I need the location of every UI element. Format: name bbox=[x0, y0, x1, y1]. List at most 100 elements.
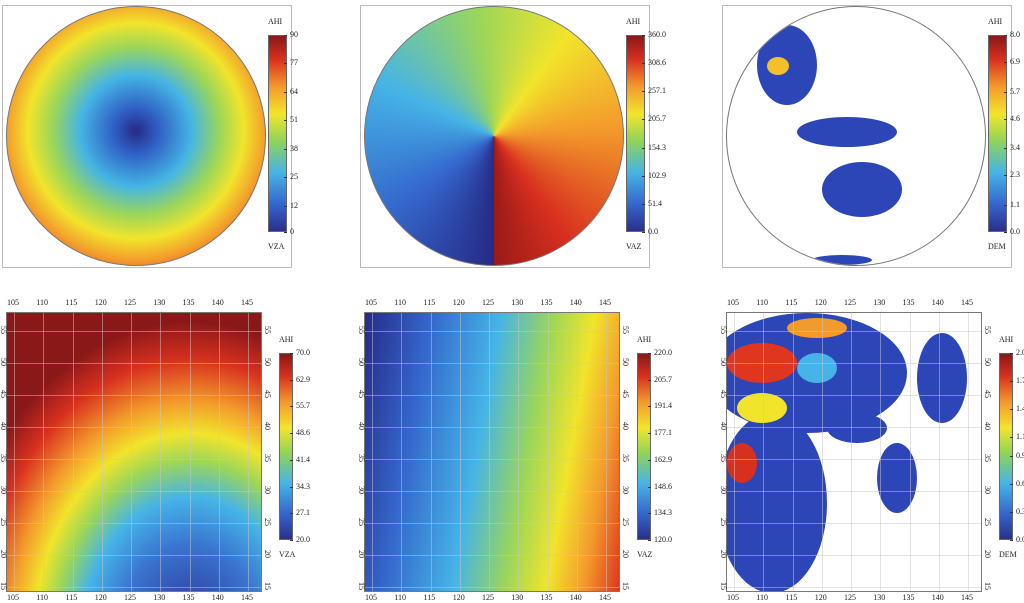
grid-line bbox=[365, 459, 619, 460]
grid-line bbox=[792, 313, 794, 591]
colorbar-tick bbox=[290, 406, 293, 408]
colorbar-tick bbox=[290, 379, 293, 381]
colorbar-tick-label: 2.3 bbox=[1010, 170, 1020, 180]
colorbar-tick-label: 1.1 bbox=[1010, 199, 1020, 209]
lon-tick-label: 115 bbox=[65, 298, 78, 307]
grid-line bbox=[727, 459, 981, 460]
colorbar-tick-label: 8.0 bbox=[1010, 30, 1020, 39]
land bbox=[917, 333, 967, 423]
grid-line bbox=[727, 395, 981, 396]
variable-label: DEM bbox=[999, 550, 1017, 559]
lat-tick-label: 20 bbox=[621, 550, 630, 558]
land bbox=[727, 443, 757, 483]
lon-tick-label: 120 bbox=[452, 593, 465, 602]
lon-tick-label: 125 bbox=[844, 298, 856, 307]
colorbar-tick-label: 134.3 bbox=[654, 508, 672, 518]
lat-tick-label: 55 bbox=[621, 326, 630, 334]
colorbar-tick-label: 177.1 bbox=[654, 428, 672, 438]
colorbar-tick-label: 1.1 bbox=[1016, 432, 1024, 442]
colorbar-tick-label: 2.0 bbox=[1016, 348, 1024, 357]
lon-tick-label: 105 bbox=[365, 593, 377, 602]
colorbar-tick bbox=[284, 205, 287, 207]
lat-tick-label: 25 bbox=[983, 518, 992, 526]
map-region bbox=[364, 312, 620, 592]
colorbar-tick bbox=[1004, 232, 1007, 233]
colorbar-tick bbox=[642, 175, 645, 177]
lon-tick-label: 145 bbox=[961, 593, 973, 602]
lon-tick-label: 135 bbox=[902, 593, 915, 602]
colorbar-tick bbox=[642, 119, 645, 121]
colorbar bbox=[279, 353, 293, 540]
lat-tick-label: 55 bbox=[983, 326, 992, 334]
lon-tick-label: 135 bbox=[540, 298, 553, 307]
colorbar bbox=[637, 353, 651, 540]
colorbar-tick bbox=[1004, 35, 1007, 36]
lat-tick-label: 35 bbox=[263, 454, 272, 462]
grid-line bbox=[365, 331, 619, 332]
lat-tick-label: 30 bbox=[983, 486, 992, 494]
lon-tick-label: 140 bbox=[569, 298, 582, 307]
colorbar-tick bbox=[290, 513, 293, 515]
grid-line bbox=[365, 363, 619, 364]
colorbar-tick-label: 55.7 bbox=[296, 401, 310, 411]
colorbar-tick bbox=[1010, 381, 1013, 383]
land bbox=[797, 117, 897, 147]
lat-tick-label: 40 bbox=[357, 422, 366, 430]
lat-tick-label: 25 bbox=[263, 518, 272, 526]
lon-tick-label: 135 bbox=[182, 593, 195, 602]
lon-tick-label: 125 bbox=[482, 298, 494, 307]
lat-tick-label: 45 bbox=[263, 390, 272, 398]
lat-tick-label: 35 bbox=[0, 454, 8, 462]
colorbar-tick bbox=[648, 459, 651, 461]
lon-tick-label: 125 bbox=[482, 593, 494, 602]
grid-line bbox=[734, 313, 735, 591]
lat-tick-label: 55 bbox=[0, 326, 8, 334]
lat-tick-label: 20 bbox=[263, 550, 272, 558]
colorbar-tick bbox=[284, 91, 287, 93]
grid-line bbox=[763, 313, 765, 591]
lat-tick-label: 35 bbox=[719, 454, 728, 462]
lon-tick-label: 140 bbox=[931, 593, 944, 602]
lon-tick-label: 110 bbox=[394, 593, 406, 602]
colorbar-tick-label: 360.0 bbox=[648, 30, 666, 39]
lat-tick-label: 20 bbox=[0, 550, 8, 558]
colorbar-tick-label: 257.1 bbox=[648, 86, 666, 96]
colorbar-tick-label: 77 bbox=[290, 58, 298, 68]
lon-tick-label: 115 bbox=[65, 593, 78, 602]
colorbar-tick-label: 20.0 bbox=[296, 535, 310, 544]
lon-tick-label: 110 bbox=[756, 298, 768, 307]
colorbar-tick bbox=[648, 540, 651, 541]
colorbar-tick-label: 154.3 bbox=[648, 142, 666, 152]
land bbox=[812, 255, 872, 265]
colorbar-tick-label: 308.6 bbox=[648, 58, 666, 68]
lat-tick-label: 30 bbox=[0, 486, 8, 494]
grid-line bbox=[727, 331, 981, 332]
grid-line bbox=[909, 313, 911, 591]
lon-tick-label: 105 bbox=[727, 298, 739, 307]
lat-tick-label: 50 bbox=[719, 358, 728, 366]
colorbar-tick bbox=[648, 379, 651, 381]
grid-line bbox=[7, 523, 261, 524]
colorbar-tick bbox=[642, 232, 645, 233]
colorbar-tick-label: 48.6 bbox=[296, 428, 310, 438]
colorbar-tick-label: 0 bbox=[290, 227, 294, 236]
grid-line bbox=[606, 313, 607, 591]
lon-tick-label: 110 bbox=[36, 593, 48, 602]
colorbar-tick bbox=[1010, 409, 1013, 411]
lon-tick-label: 105 bbox=[7, 298, 19, 307]
colorbar-tick bbox=[642, 63, 645, 65]
colorbar-tick-label: 51 bbox=[290, 115, 298, 125]
colorbar-tick-label: 0.3 bbox=[1016, 506, 1024, 516]
colorbar-tick bbox=[284, 63, 287, 65]
map-region bbox=[726, 312, 982, 592]
colorbar-tick bbox=[1004, 118, 1007, 120]
colorbar bbox=[268, 35, 287, 232]
lon-tick-label: 110 bbox=[36, 298, 48, 307]
grid-line bbox=[7, 587, 261, 588]
colorbar-tick bbox=[1010, 437, 1013, 439]
lon-tick-label: 145 bbox=[961, 298, 973, 307]
colorbar-tick bbox=[290, 486, 293, 488]
lon-tick-label: 135 bbox=[902, 298, 915, 307]
colorbar-tick bbox=[642, 91, 645, 93]
